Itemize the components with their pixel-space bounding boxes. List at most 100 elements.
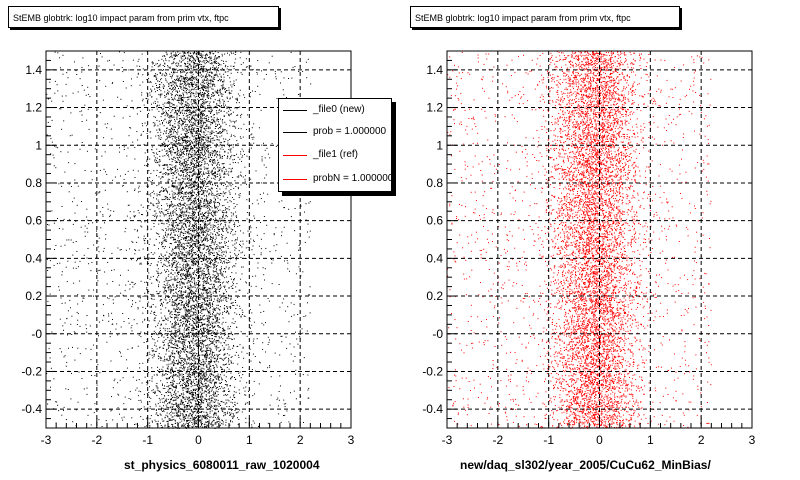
data-point — [137, 73, 139, 75]
data-point — [168, 205, 170, 207]
data-point — [179, 320, 181, 322]
data-point — [214, 159, 215, 161]
data-point — [129, 211, 131, 213]
data-point — [208, 275, 210, 277]
data-point — [228, 287, 230, 289]
data-point — [221, 105, 222, 107]
data-point — [197, 330, 199, 332]
data-point — [119, 350, 121, 352]
data-point — [163, 409, 165, 411]
data-point — [199, 152, 201, 154]
data-point — [168, 156, 170, 158]
data-point — [197, 419, 198, 421]
data-point — [211, 353, 213, 355]
data-point — [201, 414, 203, 416]
data-point — [186, 310, 188, 312]
data-point — [162, 173, 164, 175]
data-point — [91, 375, 93, 376]
data-point — [217, 274, 219, 276]
data-point — [204, 87, 206, 89]
data-point — [177, 277, 179, 279]
data-point — [244, 394, 246, 396]
data-point — [220, 156, 222, 158]
data-point — [211, 72, 212, 74]
data-point — [206, 119, 208, 121]
data-point — [180, 275, 182, 277]
data-point — [154, 159, 156, 161]
data-point — [195, 320, 197, 322]
data-point — [233, 144, 234, 146]
data-point — [188, 405, 190, 407]
data-point — [239, 380, 241, 382]
data-point — [173, 257, 175, 259]
data-point — [225, 250, 227, 252]
data-point — [84, 104, 86, 106]
data-point — [284, 207, 285, 209]
data-point — [215, 175, 217, 177]
data-point — [172, 87, 174, 89]
data-point — [107, 123, 109, 125]
data-point — [211, 361, 213, 362]
data-point — [139, 367, 141, 369]
data-point — [216, 333, 218, 335]
data-point — [197, 134, 199, 136]
data-point — [175, 266, 177, 268]
data-point — [154, 91, 156, 93]
data-point — [212, 425, 214, 427]
data-point — [178, 395, 180, 397]
data-point — [245, 386, 247, 388]
data-point — [180, 57, 182, 59]
data-point — [188, 197, 190, 199]
data-point — [169, 299, 171, 301]
data-point — [199, 126, 201, 128]
data-point — [182, 334, 184, 336]
data-point — [185, 211, 187, 213]
data-point — [177, 157, 179, 159]
data-point — [75, 241, 77, 242]
data-point — [219, 294, 221, 296]
data-point — [174, 397, 176, 399]
data-point — [213, 271, 215, 273]
data-point — [156, 157, 158, 159]
data-point — [183, 267, 185, 269]
data-point — [281, 235, 282, 237]
data-point — [166, 407, 168, 408]
data-point — [201, 138, 203, 140]
data-point — [200, 399, 201, 401]
data-point — [105, 85, 107, 87]
data-point — [160, 253, 162, 255]
data-point — [230, 84, 232, 86]
data-point — [199, 249, 200, 251]
data-point — [170, 89, 172, 91]
data-point — [201, 139, 203, 141]
data-point — [175, 90, 177, 92]
data-point — [159, 190, 161, 192]
data-point — [185, 146, 187, 148]
data-point — [209, 284, 211, 285]
data-point — [215, 281, 217, 283]
data-point — [234, 155, 236, 157]
data-point — [183, 259, 185, 260]
data-point — [197, 245, 199, 247]
data-point — [163, 214, 165, 216]
data-point — [273, 233, 275, 235]
data-point — [188, 352, 190, 354]
data-point — [172, 73, 174, 75]
data-point — [227, 348, 229, 350]
data-point — [206, 79, 208, 81]
data-point — [168, 407, 170, 409]
data-point — [231, 272, 233, 274]
data-point — [187, 65, 189, 67]
data-point — [183, 263, 185, 265]
data-point — [198, 364, 200, 366]
data-point — [195, 91, 197, 93]
data-point — [208, 330, 210, 332]
data-point — [215, 217, 217, 219]
data-point — [175, 177, 177, 179]
data-point — [164, 328, 166, 330]
data-point — [192, 339, 194, 341]
data-point — [186, 72, 187, 74]
data-point — [217, 373, 219, 375]
data-point — [167, 192, 168, 194]
data-point — [234, 136, 236, 138]
